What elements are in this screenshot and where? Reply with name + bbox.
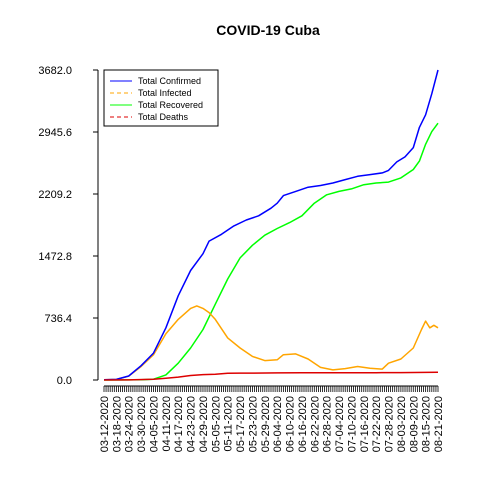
- series-line-total-confirmed: [103, 69, 439, 381]
- legend-label: Total Infected: [138, 88, 192, 98]
- chart-title: COVID-19 Cuba: [216, 22, 320, 38]
- x-tick-label: 07-22-2020: [371, 396, 383, 452]
- x-tick-label: 04-23-2020: [186, 396, 198, 452]
- series-line-total-infected: [103, 305, 439, 381]
- x-tick-label: 08-09-2020: [408, 396, 420, 452]
- x-tick-label: 07-28-2020: [384, 396, 396, 452]
- x-tick-label: 03-18-2020: [111, 396, 123, 452]
- x-tick-label: 07-04-2020: [334, 396, 346, 452]
- x-tick-label: 03-12-2020: [99, 396, 111, 452]
- legend-label: Total Deaths: [138, 112, 189, 122]
- x-tick-label: 05-11-2020: [223, 396, 235, 451]
- x-tick-label: 05-29-2020: [260, 396, 272, 452]
- x-tick-label: 06-04-2020: [272, 396, 284, 452]
- legend-label: Total Confirmed: [138, 76, 201, 86]
- x-tick-label: 08-21-2020: [433, 396, 445, 452]
- x-axis: 03-12-2020 03-18-2020 03-24-2020 03-30-2020…: [99, 385, 445, 452]
- x-tick-label: 05-23-2020: [247, 396, 259, 452]
- legend-label: Total Recovered: [138, 100, 203, 110]
- y-tick-label: 2945.6: [38, 127, 72, 139]
- x-tick-label: 03-24-2020: [124, 396, 136, 452]
- x-tick-label: 07-16-2020: [359, 396, 371, 452]
- y-tick-label: 0.0: [57, 375, 72, 387]
- x-tick-label: 06-28-2020: [322, 396, 334, 452]
- x-tick-label: 04-29-2020: [198, 396, 210, 452]
- x-tick-label: 04-11-2020: [161, 396, 173, 451]
- legend-box: [103, 69, 219, 127]
- series-lines: [103, 69, 439, 381]
- legend: Total Confirmed Total Infected Total Recov…: [103, 69, 219, 127]
- x-tick-label: 05-05-2020: [210, 396, 222, 452]
- x-tick-label: 05-17-2020: [235, 396, 247, 452]
- y-tick-label: 1472.8: [38, 251, 72, 263]
- x-tick-label: 06-10-2020: [285, 396, 297, 452]
- x-tick-label: 08-03-2020: [396, 396, 408, 452]
- series-line-total-recovered: [103, 122, 439, 381]
- x-tick-label: 06-22-2020: [309, 396, 321, 452]
- x-tick-label: 03-30-2020: [136, 396, 148, 452]
- x-tick-label: 04-17-2020: [173, 396, 185, 452]
- y-axis: 0.0 736.4 1472.8 2209.2 2945.6 3682.0: [38, 65, 99, 387]
- x-tick-label: 08-15-2020: [421, 396, 433, 452]
- y-tick-label: 3682.0: [38, 65, 72, 77]
- series-line-total-deaths: [103, 371, 439, 381]
- x-tick-label: 07-10-2020: [346, 396, 358, 452]
- y-tick-label: 2209.2: [38, 189, 72, 201]
- y-tick-label: 736.4: [44, 313, 72, 325]
- x-tick-label: 06-16-2020: [297, 396, 309, 452]
- x-tick-label: 04-05-2020: [148, 396, 160, 452]
